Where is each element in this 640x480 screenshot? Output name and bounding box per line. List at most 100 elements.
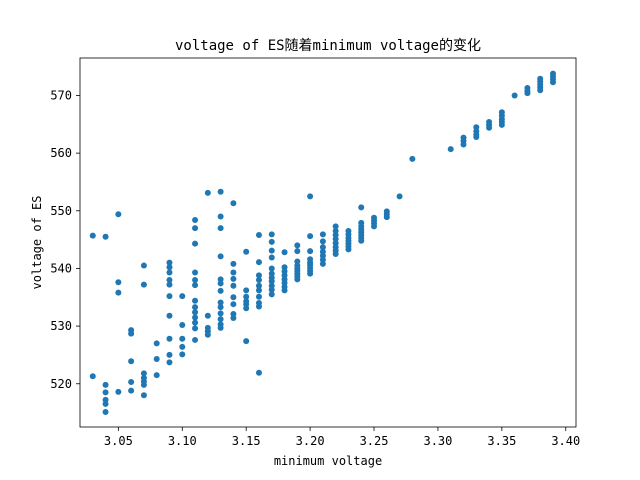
data-point: [166, 335, 173, 342]
data-point: [192, 297, 199, 304]
data-point: [128, 358, 135, 365]
data-point: [179, 321, 186, 328]
data-point: [268, 231, 275, 238]
x-tick-label: 3.05: [104, 434, 133, 448]
data-point: [524, 90, 531, 97]
data-point: [332, 251, 339, 258]
data-point: [166, 259, 173, 266]
data-point: [319, 260, 326, 267]
data-point: [255, 232, 262, 238]
plot-frame: [79, 57, 577, 428]
data-point: [128, 379, 135, 386]
data-point: [217, 253, 224, 260]
data-point: [255, 287, 262, 294]
data-point: [140, 392, 147, 399]
data-point: [217, 310, 224, 317]
y-tick-label: 550: [50, 204, 72, 218]
y-tick-label: 540: [50, 261, 72, 275]
data-point: [140, 281, 147, 288]
data-point: [217, 225, 224, 232]
data-point: [217, 213, 224, 220]
data-point: [192, 240, 199, 247]
data-point: [153, 372, 160, 379]
data-point: [166, 312, 173, 319]
data-point: [128, 330, 135, 337]
data-point: [332, 223, 339, 230]
data-point: [115, 388, 122, 395]
data-point: [243, 293, 250, 300]
data-point: [217, 280, 224, 287]
data-point: [268, 254, 275, 261]
data-point: [204, 312, 211, 319]
x-axis-label: minimum voltage: [274, 454, 382, 468]
data-point: [89, 373, 96, 380]
data-point: [473, 133, 480, 140]
data-point: [307, 233, 314, 240]
data-point: [217, 316, 224, 323]
data-point: [102, 389, 109, 396]
data-point: [192, 325, 199, 332]
data-point: [102, 381, 109, 388]
data-point: [166, 351, 173, 358]
data-point: [166, 281, 173, 288]
data-point: [192, 309, 199, 316]
data-point: [230, 315, 237, 322]
data-point: [460, 141, 467, 148]
data-point: [281, 287, 288, 294]
data-point: [345, 246, 352, 253]
data-point: [192, 304, 199, 311]
points-layer: [89, 70, 556, 416]
data-point: [140, 262, 147, 269]
x-tick-label: 3.30: [423, 434, 452, 448]
data-point: [319, 238, 326, 245]
data-point: [319, 231, 326, 238]
data-point: [549, 79, 556, 86]
data-point: [498, 121, 505, 128]
x-axis: 3.05 3.10 3.15 3.20 3.25 3.30 3.35 3.40: [104, 427, 580, 448]
chart-title: voltage of ES随着minimum voltage的变化: [175, 38, 481, 54]
data-point: [268, 278, 275, 285]
data-point: [204, 189, 211, 196]
data-point: [102, 409, 109, 416]
data-point: [358, 204, 365, 211]
data-point: [192, 217, 199, 224]
data-point: [192, 282, 199, 289]
data-point: [102, 400, 109, 407]
data-point: [217, 304, 224, 311]
data-point: [486, 124, 493, 131]
x-tick-label: 3.40: [551, 434, 580, 448]
data-point: [217, 287, 224, 294]
data-point: [115, 289, 122, 296]
data-point: [255, 259, 262, 266]
data-point: [217, 299, 224, 306]
data-point: [140, 381, 147, 388]
data-point: [268, 291, 275, 298]
data-point: [166, 276, 173, 283]
data-point: [294, 276, 301, 283]
data-point: [115, 279, 122, 286]
data-point: [179, 351, 186, 358]
data-point: [179, 293, 186, 300]
data-point: [511, 92, 518, 99]
data-point: [268, 265, 275, 272]
data-point: [89, 232, 96, 239]
x-tick-label: 3.15: [232, 434, 261, 448]
data-point: [255, 276, 262, 283]
data-point: [153, 355, 160, 362]
data-point: [192, 336, 199, 343]
data-point: [153, 340, 160, 347]
data-point: [537, 87, 544, 94]
data-point: [243, 248, 250, 255]
data-point: [230, 282, 237, 289]
data-point: [230, 301, 237, 308]
data-point: [115, 211, 122, 218]
data-point: [243, 338, 250, 345]
data-point: [230, 260, 237, 267]
y-axis: 520 530 540 550 560 570: [50, 88, 80, 391]
data-point: [192, 269, 199, 276]
data-point: [102, 233, 109, 240]
data-point: [230, 269, 237, 276]
data-point: [166, 269, 173, 276]
